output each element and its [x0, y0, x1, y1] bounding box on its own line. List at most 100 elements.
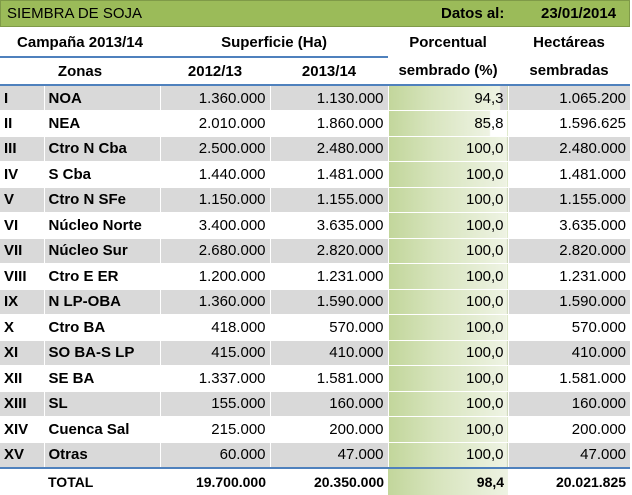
surface-2013-14: 1.860.000 [269, 110, 389, 137]
campaign-header: Campaña 2013/14 [0, 28, 161, 58]
percent-sown: 100,0 [387, 187, 509, 213]
sheet-title: SIEMBRA DE SOJA [7, 5, 143, 22]
table-row: IX N LP-OBA 1.360.000 1.590.000 100,0 1.590.0… [0, 289, 631, 315]
table-row: II NEA 2.010.000 1.860.000 85,8 1.596.625 [0, 110, 631, 137]
year2-header: 2013/14 [270, 57, 389, 86]
table-row: XII SE BA 1.337.000 1.581.000 100,0 1.581.000 [0, 365, 631, 392]
hectares-sown: 160.000 [507, 391, 631, 417]
surface-2012-13: 155.000 [159, 391, 271, 417]
table-row: VIII Ctro E ER 1.200.000 1.231.000 100,0 1.23… [0, 263, 631, 290]
zone-number: XII [0, 365, 44, 392]
zone-number: XIII [0, 391, 44, 417]
surface-2012-13: 60.000 [159, 442, 271, 468]
percent-sown: 94,3 [387, 85, 509, 111]
surface-2012-13: 1.337.000 [159, 365, 271, 392]
percent-sown: 100,0 [387, 442, 509, 468]
zone-number: VIII [0, 263, 44, 290]
zone-name: Cuenca Sal [43, 416, 161, 443]
hect-header-line2: sembradas [508, 57, 631, 86]
hect-header-line1: Hectáreas [508, 28, 631, 57]
percent-sown: 100,0 [387, 238, 509, 264]
percent-sown: 100,0 [387, 136, 509, 162]
zone-number: I [0, 85, 44, 111]
percent-sown: 100,0 [387, 212, 509, 239]
table-row: XI SO BA-S LP 415.000 410.000 100,0 410.000 [0, 340, 631, 366]
percent-sown: 100,0 [387, 161, 509, 188]
table-row: XV Otras 60.000 47.000 100,0 47.000 [0, 442, 631, 468]
zones-header: Zonas [0, 57, 161, 86]
surface-2013-14: 1.130.000 [269, 85, 389, 111]
surface-2013-14: 160.000 [269, 391, 389, 417]
hectares-sown: 1.590.000 [507, 289, 631, 315]
zone-number: IX [0, 289, 44, 315]
percent-sown: 100,0 [387, 416, 509, 443]
surface-2013-14: 1.481.000 [269, 161, 389, 188]
zone-number: VI [0, 212, 44, 239]
surface-2013-14: 1.590.000 [269, 289, 389, 315]
surface-2013-14: 570.000 [269, 314, 389, 341]
table-row: VI Núcleo Norte 3.400.000 3.635.000 100,0 3.6… [0, 212, 631, 239]
total-row: TOTAL 19.700.000 20.350.000 98,4 20.021.… [0, 466, 631, 495]
surface-2013-14: 1.581.000 [269, 365, 389, 392]
surface-2013-14: 200.000 [269, 416, 389, 443]
surface-2013-14: 2.820.000 [269, 238, 389, 264]
percent-sown: 85,8 [387, 110, 509, 137]
table-row: X Ctro BA 418.000 570.000 100,0 570.000 [0, 314, 631, 341]
surface-2012-13: 1.440.000 [159, 161, 271, 188]
zone-name: S Cba [43, 161, 161, 188]
surface-2013-14: 3.635.000 [269, 212, 389, 239]
percent-sown: 100,0 [387, 263, 509, 290]
surface-2013-14: 1.155.000 [269, 187, 389, 213]
title-bar: SIEMBRA DE SOJA Datos al: 23/01/2014 [0, 0, 630, 27]
total-hect: 20.021.825 [508, 466, 631, 495]
percent-header-line2: sembrado (%) [388, 57, 509, 86]
total-label: TOTAL [44, 466, 161, 495]
zone-number: XV [0, 442, 44, 468]
total-y2: 20.350.000 [270, 466, 389, 495]
hectares-sown: 1.481.000 [507, 161, 631, 188]
zone-number: XI [0, 340, 44, 366]
zone-name: Ctro E ER [43, 263, 161, 290]
zone-name: N LP-OBA [43, 289, 161, 315]
zone-name: Ctro BA [43, 314, 161, 341]
percent-sown: 100,0 [387, 314, 509, 341]
zone-name: SO BA-S LP [43, 340, 161, 366]
percent-sown: 100,0 [387, 365, 509, 392]
hectares-sown: 1.596.625 [507, 110, 631, 137]
surface-2012-13: 1.360.000 [159, 85, 271, 111]
table-row: V Ctro N SFe 1.150.000 1.155.000 100,0 1.155.… [0, 187, 631, 213]
zone-name: SE BA [43, 365, 161, 392]
surface-2012-13: 1.150.000 [159, 187, 271, 213]
hectares-sown: 1.231.000 [507, 263, 631, 290]
hectares-sown: 2.480.000 [507, 136, 631, 162]
zone-number: II [0, 110, 44, 137]
zone-name: NOA [43, 85, 161, 111]
hectares-sown: 570.000 [507, 314, 631, 341]
zone-name: SL [43, 391, 161, 417]
soy-sowing-table: Campaña 2013/14 Superficie (Ha) Porcentu… [0, 28, 631, 495]
hectares-sown: 3.635.000 [507, 212, 631, 239]
date-value: 23/01/2014 [541, 5, 617, 22]
zone-number: XIV [0, 416, 44, 443]
surface-header: Superficie (Ha) [160, 28, 389, 58]
zone-number: III [0, 136, 44, 162]
table-row: XIII SL 155.000 160.000 100,0 160.000 [0, 391, 631, 417]
surface-2012-13: 415.000 [159, 340, 271, 366]
percent-sown: 100,0 [387, 289, 509, 315]
surface-2012-13: 1.200.000 [159, 263, 271, 290]
zone-number: X [0, 314, 44, 341]
zone-name: Otras [43, 442, 161, 468]
total-pct: 98,4 [388, 466, 509, 495]
percent-header-line1: Porcentual [388, 28, 509, 57]
table-row: III Ctro N Cba 2.500.000 2.480.000 100,0 2.48… [0, 136, 631, 162]
surface-2012-13: 2.680.000 [159, 238, 271, 264]
surface-2013-14: 410.000 [269, 340, 389, 366]
table-row: IV S Cba 1.440.000 1.481.000 100,0 1.481.000 [0, 161, 631, 188]
table-row: VII Núcleo Sur 2.680.000 2.820.000 100,0 2.82… [0, 238, 631, 264]
surface-2012-13: 418.000 [159, 314, 271, 341]
hectares-sown: 410.000 [507, 340, 631, 366]
year1-header: 2012/13 [160, 57, 271, 86]
surface-2012-13: 2.500.000 [159, 136, 271, 162]
surface-2012-13: 215.000 [159, 416, 271, 443]
